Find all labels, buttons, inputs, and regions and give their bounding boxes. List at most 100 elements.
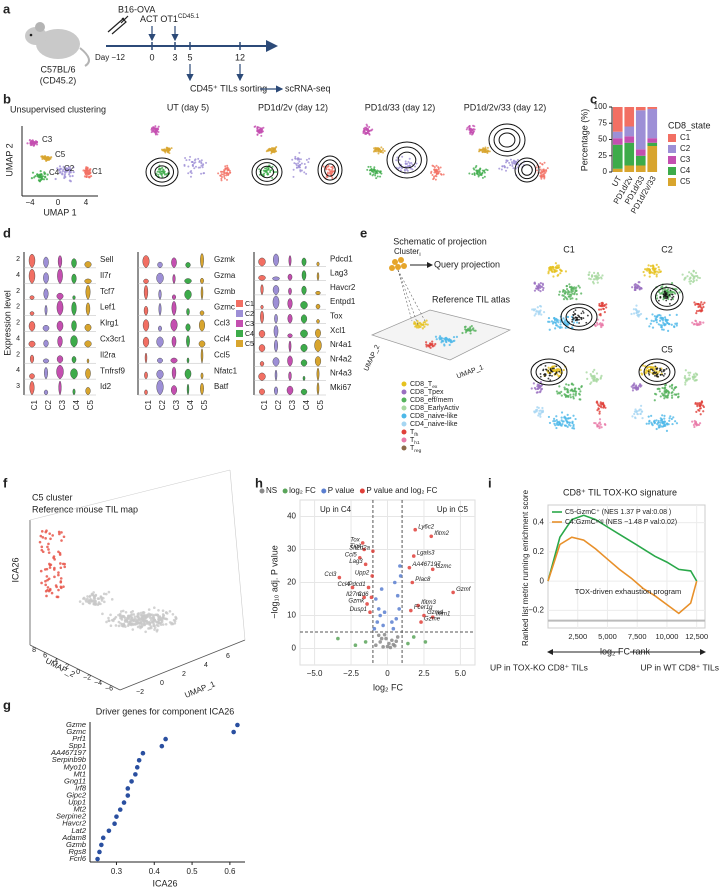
violin — [29, 295, 35, 300]
cell-dot — [668, 417, 671, 420]
cell-dot — [540, 313, 543, 316]
legend-label: C3 — [245, 321, 254, 328]
cell-dot — [366, 127, 369, 130]
cell-dot — [152, 126, 155, 129]
bar-segment — [624, 165, 635, 172]
cell-dot — [227, 168, 230, 171]
label: log₂ FC — [373, 682, 404, 692]
violin — [84, 340, 92, 348]
tick-label: 75 — [598, 118, 607, 127]
legend-dot — [401, 445, 407, 451]
legend-label: C5-GzmC⁺ (NES 1.37 P val:0.08 ) — [565, 509, 671, 516]
density-contour — [535, 362, 563, 382]
cell-dot — [563, 388, 566, 391]
cell-dot — [465, 329, 468, 333]
cell-dot — [547, 270, 550, 273]
point — [451, 590, 455, 595]
query-cell — [671, 296, 674, 299]
label: Driver genes for component ICA26 — [96, 706, 235, 716]
cell-dot — [223, 171, 226, 174]
point — [395, 635, 400, 639]
bar-segment — [612, 144, 623, 169]
violin — [158, 289, 162, 301]
label: ICA26 — [10, 557, 20, 582]
violin — [143, 306, 149, 316]
cell-dot — [539, 305, 543, 308]
legend-label: C2 — [245, 311, 254, 318]
reference-cell — [103, 600, 106, 604]
cell-dot — [645, 371, 648, 374]
cell-dot — [506, 159, 509, 162]
c5-cell — [41, 536, 45, 539]
cell-dot — [201, 166, 204, 169]
cell-dot — [572, 390, 576, 393]
legend-dot — [401, 397, 407, 403]
legend-label: CD8_EarlyActiv — [410, 405, 460, 412]
cell-dot — [564, 295, 567, 299]
violin — [185, 323, 191, 332]
violin — [316, 261, 320, 267]
point — [395, 593, 400, 598]
cell-dot — [602, 319, 605, 322]
cell-dot — [270, 169, 273, 172]
reference-cell — [136, 625, 140, 629]
cell-dot — [516, 158, 519, 161]
violin — [315, 290, 321, 296]
cluster-label: C2 — [64, 164, 75, 173]
cell-dot — [469, 332, 472, 335]
cell-dot — [658, 268, 661, 271]
cell-dot — [597, 274, 600, 277]
gene-label: Il2ra — [100, 350, 116, 359]
violin — [300, 301, 308, 310]
cell-dot — [605, 303, 608, 306]
cell-dot — [600, 406, 603, 409]
violin — [71, 356, 77, 364]
cell-dot — [377, 150, 380, 153]
cell-dot — [590, 274, 594, 277]
text-part: ACT OT1 — [140, 14, 178, 24]
cell-dot — [632, 308, 635, 311]
gene-label: Gzme — [66, 720, 86, 729]
point — [376, 633, 381, 638]
cell-dot — [220, 179, 223, 182]
x-tick-label: C2 — [158, 399, 167, 410]
cell-dot — [445, 340, 448, 344]
label: scRNA-seq — [285, 83, 331, 93]
tick-label: 30 — [287, 545, 296, 554]
tick-label: 0 — [292, 644, 297, 653]
label: PD1d/2v (day 12) — [258, 102, 328, 112]
violin — [84, 278, 92, 284]
cell-dot — [479, 167, 482, 170]
violin — [199, 310, 205, 316]
cell-dot — [510, 161, 513, 164]
cell-dot — [666, 318, 669, 322]
violin — [302, 375, 306, 381]
cell-dot — [601, 322, 604, 325]
violin — [29, 381, 35, 396]
cell-dot — [533, 289, 537, 292]
c5-cell — [40, 581, 43, 585]
cell-dot — [662, 298, 665, 301]
cell-dot — [226, 164, 229, 167]
cell-dot — [190, 172, 193, 175]
violin — [272, 276, 280, 281]
cell-dot — [700, 301, 703, 304]
cell-dot — [56, 167, 59, 170]
cluster-label: C3 — [42, 135, 53, 144]
cell-dot — [69, 170, 72, 173]
cell-dot — [539, 415, 542, 418]
reference-cell — [120, 624, 124, 627]
query-cell — [573, 313, 576, 315]
cell-dot — [630, 312, 633, 316]
cell-dot — [650, 319, 653, 322]
cell-dot — [303, 171, 306, 174]
cell-dot — [433, 168, 436, 171]
cell-dot — [560, 419, 563, 422]
cell-dot — [217, 172, 220, 175]
cell-dot — [634, 408, 637, 411]
query-cell — [662, 370, 665, 373]
cell-dot — [330, 172, 333, 175]
violin — [171, 301, 177, 316]
tick-label: 2 — [65, 663, 69, 670]
cell-dot — [539, 162, 542, 165]
